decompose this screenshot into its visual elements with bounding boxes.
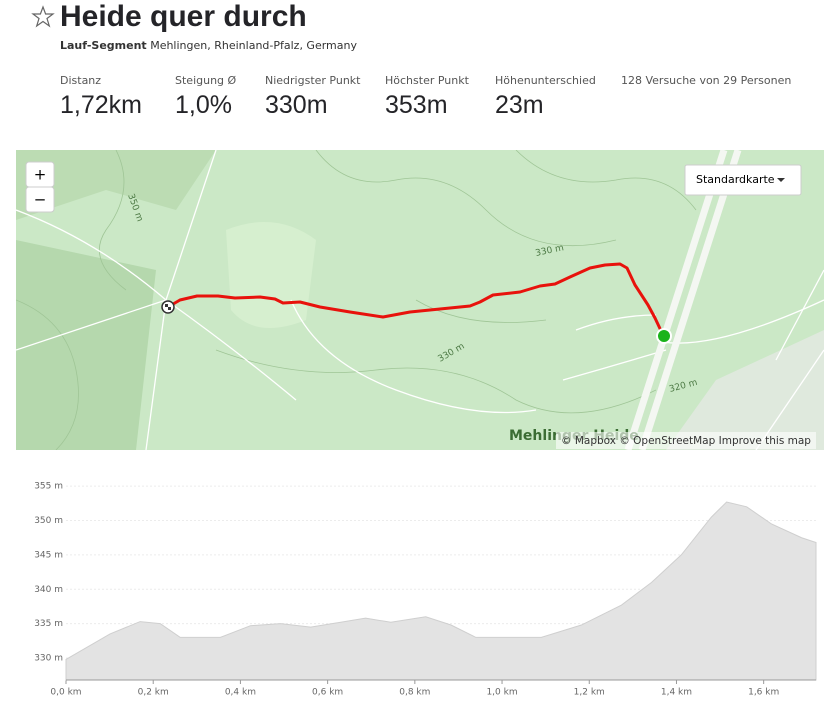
segment-title: Heide quer durch	[60, 0, 307, 33]
zoom-in-label: +	[34, 166, 47, 184]
attribution: © Mapbox © OpenStreetMap Improve this ma…	[561, 435, 811, 447]
map[interactable]: 350 m 330 m 330 m 320 m Mehlinger Heide …	[16, 150, 824, 450]
stat-label: Höchster Punkt	[385, 74, 469, 87]
favorite-star[interactable]	[31, 5, 55, 29]
stat-value: 1,72km	[60, 91, 142, 119]
x-tick-label: 1,2 km	[574, 688, 605, 698]
segment-location: Mehlingen, Rheinland-Pfalz, Germany	[150, 39, 357, 52]
x-tick-label: 0,6 km	[312, 688, 343, 698]
zoom-out[interactable]: −	[25, 186, 55, 213]
x-tick-label: 1,0 km	[486, 688, 517, 698]
map-style-label: Standardkarte	[696, 173, 775, 186]
attribution-osm[interactable]: © OpenStreetMap	[619, 435, 715, 447]
y-tick-label: 340 m	[34, 585, 63, 595]
stat-value: 23m	[495, 91, 544, 119]
y-tick-label: 350 m	[34, 516, 63, 526]
attempts: 128 Versuche von 29 Personen	[621, 74, 792, 87]
stat-label: Niedrigster Punkt	[265, 74, 361, 87]
zoom-in[interactable]: +	[25, 161, 55, 188]
stat-label: Steigung Ø	[175, 74, 237, 87]
y-tick-label: 345 m	[34, 550, 63, 560]
y-tick-label: 335 m	[34, 619, 63, 629]
stat-label: Distanz	[60, 74, 102, 87]
x-tick-label: 0,8 km	[399, 688, 430, 698]
x-tick-label: 1,6 km	[748, 688, 779, 698]
stat-label: Höhenunterschied	[495, 74, 596, 87]
segment-subtitle: Lauf-Segment Mehlingen, Rheinland-Pfalz,…	[60, 39, 357, 52]
attribution-improve[interactable]: Improve this map	[719, 435, 812, 447]
y-tick-label: 355 m	[34, 482, 63, 492]
route	[167, 262, 665, 336]
map-style-dropdown[interactable]: Standardkarte	[684, 164, 802, 196]
y-tick-label: 330 m	[34, 654, 63, 664]
x-tick-label: 1,4 km	[661, 688, 692, 698]
segment-type: Lauf-Segment	[60, 39, 147, 52]
attribution-mapbox[interactable]: © Mapbox	[561, 435, 616, 447]
start-marker	[161, 300, 175, 314]
zoom-out-label: −	[34, 191, 47, 209]
stat-value: 353m	[385, 91, 448, 119]
stat-value: 330m	[265, 91, 328, 119]
x-tick-label: 0,2 km	[138, 688, 169, 698]
x-tick-label: 0,0 km	[50, 688, 81, 698]
x-tick-label: 0,4 km	[225, 688, 256, 698]
stat-value: 1,0%	[175, 91, 232, 119]
end-marker	[656, 328, 672, 344]
elevation-area	[65, 501, 817, 681]
